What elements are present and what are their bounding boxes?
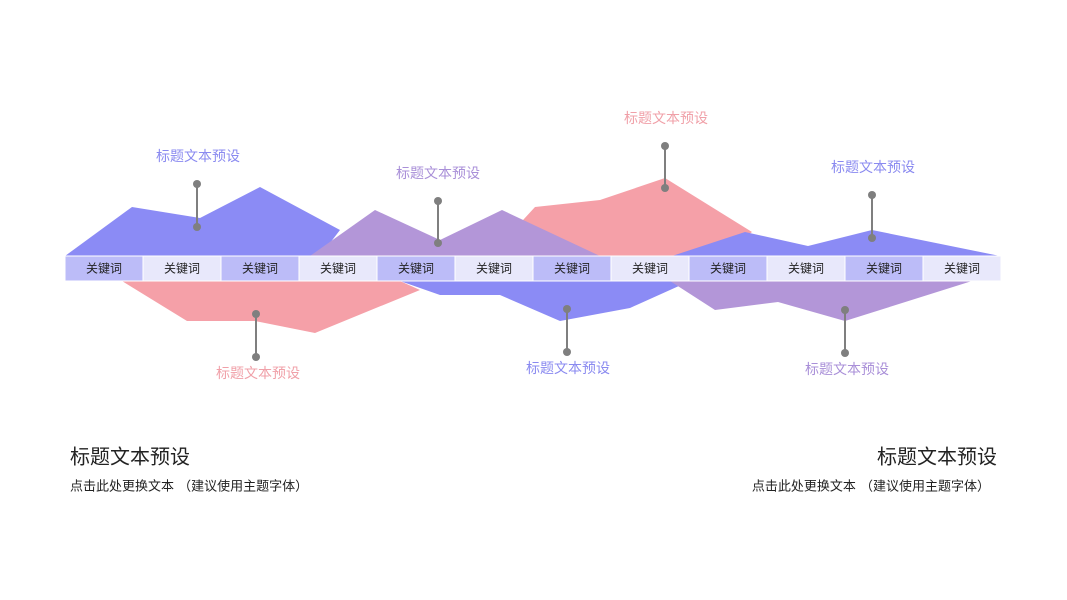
callout-dot xyxy=(841,306,849,314)
callout-dot xyxy=(563,348,571,356)
callout-dot xyxy=(193,180,201,188)
keyword-cell xyxy=(298,255,378,282)
callout-dot xyxy=(434,239,442,247)
callout-label: 标题文本预设 xyxy=(396,166,480,182)
keyword-cell xyxy=(142,255,222,282)
callout-dot xyxy=(193,223,201,231)
left-subtitle: 点击此处更换文本 （建议使用主题字体） xyxy=(70,479,308,495)
keyword: 关键词 xyxy=(632,262,668,276)
keyword-cell xyxy=(454,255,534,282)
wave xyxy=(122,281,420,333)
callout-dot xyxy=(661,184,669,192)
callout-label: 标题文本预设 xyxy=(624,111,708,127)
keyword: 关键词 xyxy=(320,262,356,276)
keyword: 关键词 xyxy=(554,262,590,276)
wave xyxy=(400,281,690,321)
waves xyxy=(65,178,1000,333)
keyword-cell xyxy=(532,255,612,282)
keyword: 关键词 xyxy=(866,262,902,276)
keyword-cell xyxy=(610,255,690,282)
right-title: 标题文本预设 xyxy=(877,445,997,469)
callout-label: 标题文本预设 xyxy=(526,361,610,377)
keyword-cell xyxy=(766,255,846,282)
callout-label: 标题文本预设 xyxy=(831,160,915,176)
callout-label: 标题文本预设 xyxy=(216,366,300,382)
callout-dot xyxy=(841,349,849,357)
callout-dot xyxy=(868,234,876,242)
callout-dot xyxy=(868,191,876,199)
keyword-strip: 关键词 关键词 关键词 关键词 关键词 关键词 关键词 关键词 关键词 关键词 关键词 关键词 xyxy=(64,255,1002,282)
callout-dot xyxy=(434,197,442,205)
wave xyxy=(670,281,972,321)
keyword-cell xyxy=(922,255,1002,282)
callout-dot xyxy=(252,310,260,318)
callout-dot xyxy=(563,305,571,313)
keyword-cell xyxy=(220,255,300,282)
keyword: 关键词 xyxy=(164,262,200,276)
keyword: 关键词 xyxy=(86,262,122,276)
wave xyxy=(310,210,600,256)
keyword-cell xyxy=(844,255,924,282)
wave xyxy=(65,187,340,256)
right-subtitle: 点击此处更换文本 （建议使用主题字体） xyxy=(752,479,990,495)
wave xyxy=(672,230,1000,256)
keyword: 关键词 xyxy=(476,262,512,276)
keyword: 关键词 xyxy=(788,262,824,276)
callout-dot xyxy=(252,353,260,361)
keyword: 关键词 xyxy=(398,262,434,276)
keyword: 关键词 xyxy=(710,262,746,276)
callout-label: 标题文本预设 xyxy=(805,362,889,378)
left-title: 标题文本预设 xyxy=(70,445,190,469)
keyword: 关键词 xyxy=(242,262,278,276)
callout-label: 标题文本预设 xyxy=(156,149,240,165)
keyword-cell xyxy=(688,255,768,282)
keyword: 关键词 xyxy=(944,262,980,276)
callout-dot xyxy=(661,142,669,150)
keyword-cell xyxy=(376,255,456,282)
